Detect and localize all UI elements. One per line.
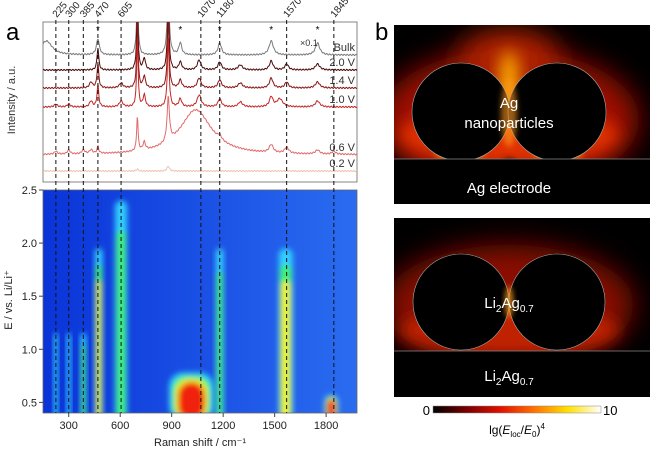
x-tick-label: 600 [111, 420, 129, 432]
intensity-axis-label: Intensity / a.u. [6, 66, 18, 134]
heatmap-feature [278, 248, 293, 413]
spectrum-label: 2.0 V [329, 57, 355, 69]
y-tick-label: 1.0 [22, 344, 37, 356]
peak-marker-label: 1845 [329, 0, 352, 20]
asterisk-marker: * [178, 25, 182, 36]
label-li2ag-electrode: Li2Ag0.7 [484, 368, 534, 388]
label-ag-electrode: Ag electrode [467, 180, 551, 197]
spectrum-trace [43, 37, 357, 109]
heatmap-feature [94, 248, 103, 413]
spectrum-trace [43, 95, 357, 156]
nanoparticle-right [507, 62, 607, 162]
label-nanoparticles: nanoparticles [464, 115, 553, 132]
heatmap-level [327, 399, 336, 413]
y-tick-label: 0.5 [22, 397, 37, 409]
asterisk-marker: * [269, 25, 273, 36]
spectrum-trace [43, 22, 357, 57]
spectrum-label: Bulk [334, 42, 356, 54]
simulation-ag-nanoparticles: Ag nanoparticles Ag electrode [394, 25, 650, 204]
x-tick-label: 1500 [262, 420, 286, 432]
colorbar-max: 10 [603, 403, 617, 418]
scale-note: ×0.1 [300, 38, 318, 48]
colorbar-label: lg(Eloc/E0)4 [489, 422, 545, 439]
heatmap-frame [42, 189, 358, 414]
x-tick-label: 1800 [314, 420, 338, 432]
peak-marker-label: 470 [93, 0, 112, 20]
label-ag: Ag [500, 95, 518, 112]
spectrum-trace [43, 22, 357, 72]
heatmap-axes: 300 600 900 1200 1500 1800 0.5 1.0 1.5 2.0 2.5 [22, 185, 339, 432]
spectrum-label: 1.0 V [329, 94, 355, 106]
spectrum-trace [43, 165, 357, 173]
panel-label-a: a [6, 19, 20, 46]
y-axis-label: E / vs. Li/Li⁺ [3, 270, 15, 330]
nanoparticle-left [411, 62, 511, 162]
label-li2ag-particles: Li2Ag0.7 [484, 295, 534, 315]
x-axis-label: Raman shift / cm⁻¹ [154, 437, 246, 449]
peak-marker-label: 1570 [282, 0, 305, 20]
particle-right [508, 253, 606, 351]
x-tick-label: 1200 [211, 420, 235, 432]
heatmap-level [96, 281, 102, 413]
y-tick-label: 2.5 [22, 185, 37, 197]
colorbar-min: 0 [423, 403, 430, 418]
y-tick-label: 2.0 [22, 238, 37, 250]
heatmap-level [281, 281, 291, 413]
asterisk-marker: * [316, 25, 320, 36]
peak-marker-label: 605 [116, 0, 135, 20]
colorbar [432, 405, 602, 414]
spectrum-label: 1.4 V [329, 75, 355, 87]
x-tick-label: 300 [60, 420, 78, 432]
heatmap-level [178, 382, 205, 413]
spectra-traces [43, 22, 357, 173]
spectrum-trace [43, 22, 357, 90]
x-tick-label: 900 [163, 420, 181, 432]
simulation-li2ag: Li2Ag0.7 Li2Ag0.7 [394, 218, 650, 397]
y-tick-label: 1.5 [22, 291, 37, 303]
panel-label-b: b [375, 19, 388, 46]
peak-marker-label: 1070 [196, 0, 219, 20]
spectrum-label: 0.6 V [329, 142, 355, 154]
spectrum-label: 0.2 V [329, 158, 355, 170]
